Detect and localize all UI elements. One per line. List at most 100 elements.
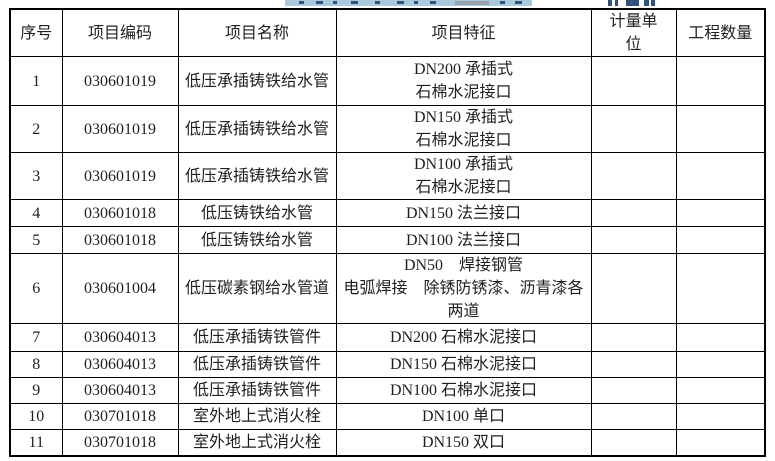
cell-feature[interactable]: DN150 双口	[335, 429, 592, 456]
cell-serial[interactable]: 3	[9, 152, 63, 200]
cell-feature[interactable]: DN100 承插式 石棉水泥接口	[335, 152, 592, 200]
header-feature[interactable]: 项目特征	[335, 8, 592, 57]
selected-text-fragment	[375, 1, 380, 4]
cutoff-text-fragment	[608, 0, 612, 6]
cell-serial[interactable]: 6	[9, 253, 63, 324]
cell-serial[interactable]: 9	[9, 377, 63, 404]
cell-serial[interactable]: 8	[9, 351, 63, 378]
cell-quantity[interactable]	[675, 351, 766, 378]
cell-name[interactable]: 低压承插铸铁给水管	[177, 56, 337, 106]
table-row: 8 030604013 低压承插铸铁管件 DN150 石棉水泥接口	[9, 351, 766, 378]
cell-name[interactable]: 室外地上式消火栓	[177, 403, 337, 430]
cell-quantity[interactable]	[675, 403, 766, 430]
cell-serial[interactable]: 11	[9, 429, 63, 456]
cell-code[interactable]: 030604013	[61, 323, 179, 352]
cell-quantity[interactable]	[675, 226, 766, 254]
cell-feature[interactable]: DN150 承插式 石棉水泥接口	[335, 105, 592, 153]
table-row: 3 030601019 低压承插铸铁给水管 DN100 承插式 石棉水泥接口	[9, 152, 766, 200]
cell-code[interactable]: 030601019	[61, 105, 179, 153]
selected-text-fragment	[333, 1, 337, 4]
cell-unit[interactable]	[590, 226, 677, 254]
cell-feature[interactable]: DN100 单口	[335, 403, 592, 430]
cell-code[interactable]: 030601018	[61, 226, 179, 254]
selected-text-fragment	[430, 1, 436, 4]
selected-text-fragment	[455, 1, 489, 5]
cell-code[interactable]: 030701018	[61, 403, 179, 430]
cell-feature[interactable]: DN200 石棉水泥接口	[335, 323, 592, 352]
cell-code[interactable]: 030601019	[61, 56, 179, 106]
cell-name[interactable]: 低压承插铸铁管件	[177, 323, 337, 352]
header-quantity[interactable]: 工程数量	[675, 8, 766, 57]
table-row: 2 030601019 低压承插铸铁给水管 DN150 承插式 石棉水泥接口	[9, 105, 766, 153]
cutoff-text-fragment	[644, 0, 649, 6]
cell-feature[interactable]: DN50 焊接钢管 电弧焊接 除锈防锈漆、沥青漆各 两道	[335, 253, 592, 324]
cell-feature[interactable]: DN150 法兰接口	[335, 199, 592, 227]
header-code[interactable]: 项目编码	[61, 8, 179, 57]
cell-code[interactable]: 030604013	[61, 351, 179, 378]
cell-unit[interactable]	[590, 253, 677, 324]
cell-name[interactable]: 室外地上式消火栓	[177, 429, 337, 456]
table-row: 11 030701018 室外地上式消火栓 DN150 双口	[9, 429, 766, 456]
cell-code[interactable]: 030604013	[61, 377, 179, 404]
selected-text-fragment	[500, 1, 505, 4]
cell-unit[interactable]	[590, 377, 677, 404]
selected-text-fragment	[515, 1, 522, 4]
cell-unit[interactable]	[590, 152, 677, 200]
boq-table: 序号 项目编码 项目名称 项目特征 计量单 位 工程数量 1 030601019…	[9, 8, 766, 457]
selected-text-fragment	[397, 1, 404, 4]
cell-name[interactable]: 低压承插铸铁给水管	[177, 152, 337, 200]
cell-serial[interactable]: 5	[9, 226, 63, 254]
cell-quantity[interactable]	[675, 253, 766, 324]
cell-feature[interactable]: DN100 石棉水泥接口	[335, 377, 592, 404]
table-row: 9 030604013 低压承插铸铁管件 DN100 石棉水泥接口	[9, 377, 766, 404]
cell-name[interactable]: 低压铸铁给水管	[177, 226, 337, 254]
cell-name[interactable]: 低压承插铸铁管件	[177, 351, 337, 378]
cell-code[interactable]: 030601019	[61, 152, 179, 200]
table-row: 6 030601004 低压碳素钢给水管道 DN50 焊接钢管 电弧焊接 除锈防…	[9, 253, 766, 324]
cell-quantity[interactable]	[675, 429, 766, 456]
cell-serial[interactable]: 10	[9, 403, 63, 430]
table-row: 7 030604013 低压承插铸铁管件 DN200 石棉水泥接口	[9, 323, 766, 352]
selection-highlight	[285, 0, 532, 6]
table-row: 1 030601019 低压承插铸铁给水管 DN200 承插式 石棉水泥接口	[9, 56, 766, 106]
cell-name[interactable]: 低压承插铸铁管件	[177, 377, 337, 404]
cell-unit[interactable]	[590, 199, 677, 227]
cell-code[interactable]: 030701018	[61, 429, 179, 456]
cutoff-text-fragment	[651, 0, 655, 6]
cell-serial[interactable]: 7	[9, 323, 63, 352]
cell-unit[interactable]	[590, 56, 677, 106]
cell-code[interactable]: 030601018	[61, 199, 179, 227]
selected-text-fragment	[299, 1, 304, 4]
cutoff-text-fragment	[615, 0, 618, 6]
cell-code[interactable]: 030601004	[61, 253, 179, 324]
cell-name[interactable]: 低压承插铸铁给水管	[177, 105, 337, 153]
cell-feature[interactable]: DN150 石棉水泥接口	[335, 351, 592, 378]
cell-unit[interactable]	[590, 105, 677, 153]
selected-text-fragment	[316, 1, 323, 4]
cell-quantity[interactable]	[675, 56, 766, 106]
table-header-row: 序号 项目编码 项目名称 项目特征 计量单 位 工程数量	[9, 8, 766, 57]
cell-quantity[interactable]	[675, 105, 766, 153]
cell-unit[interactable]	[590, 351, 677, 378]
cell-serial[interactable]: 4	[9, 199, 63, 227]
table-row: 10 030701018 室外地上式消火栓 DN100 单口	[9, 403, 766, 430]
cell-name[interactable]: 低压铸铁给水管	[177, 199, 337, 227]
cell-name[interactable]: 低压碳素钢给水管道	[177, 253, 337, 324]
cell-quantity[interactable]	[675, 323, 766, 352]
cell-feature[interactable]: DN200 承插式 石棉水泥接口	[335, 56, 592, 106]
cell-serial[interactable]: 1	[9, 56, 63, 106]
header-name[interactable]: 项目名称	[177, 8, 337, 57]
table-row: 4 030601018 低压铸铁给水管 DN150 法兰接口	[9, 199, 766, 227]
cell-serial[interactable]: 2	[9, 105, 63, 153]
cell-unit[interactable]	[590, 429, 677, 456]
cell-quantity[interactable]	[675, 377, 766, 404]
cell-quantity[interactable]	[675, 152, 766, 200]
header-unit[interactable]: 计量单 位	[590, 8, 677, 57]
cell-quantity[interactable]	[675, 199, 766, 227]
cell-unit[interactable]	[590, 403, 677, 430]
cell-unit[interactable]	[590, 323, 677, 352]
cell-feature[interactable]: DN100 法兰接口	[335, 226, 592, 254]
header-serial[interactable]: 序号	[9, 8, 63, 57]
selected-text-fragment	[414, 1, 418, 4]
